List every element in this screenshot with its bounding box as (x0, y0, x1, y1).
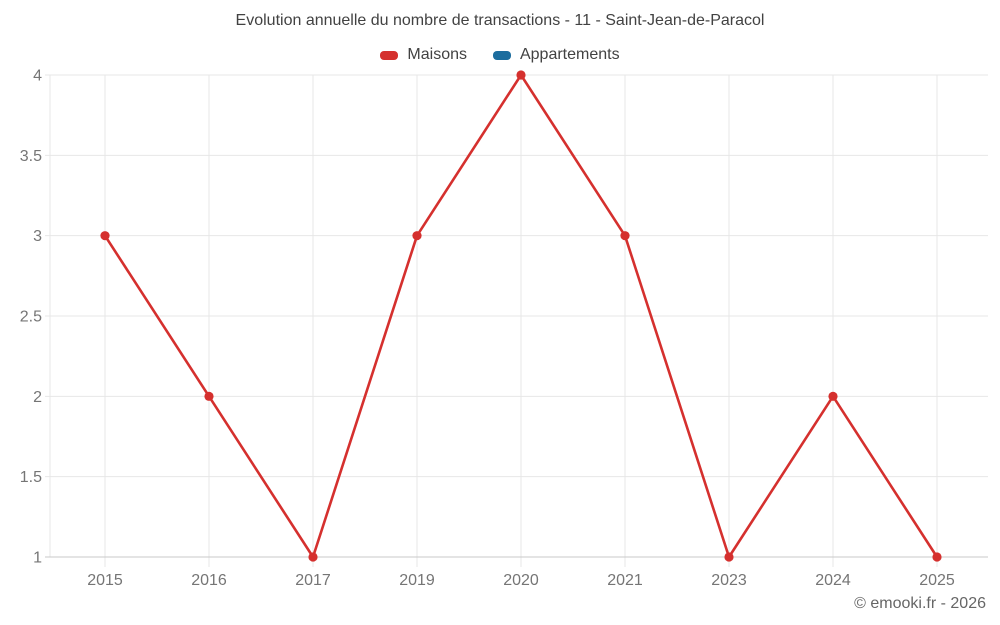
legend-swatch-maisons (380, 50, 399, 60)
x-tick-label-2021: 2021 (607, 572, 643, 589)
x-tick-label-2019: 2019 (399, 572, 435, 589)
data-point-maisons-2019[interactable] (412, 231, 422, 241)
copyright: © emooki.fr - 2026 (854, 595, 986, 612)
x-tick-label-2024: 2024 (815, 572, 851, 589)
x-tick-label-2025: 2025 (919, 572, 955, 589)
y-tick-label-3: 3 (33, 228, 42, 245)
legend: Maisons Appartements (0, 46, 1000, 64)
data-point-maisons-2016[interactable] (204, 391, 214, 401)
data-point-maisons-2020[interactable] (516, 70, 526, 80)
data-point-maisons-2024[interactable] (828, 391, 838, 401)
data-point-maisons-2021[interactable] (620, 231, 630, 241)
legend-swatch-appartements (492, 50, 511, 60)
y-tick-label-2.5: 2.5 (20, 309, 42, 326)
data-point-maisons-2017[interactable] (308, 552, 318, 562)
y-tick-label-3.5: 3.5 (20, 148, 42, 165)
x-tick-label-2020: 2020 (503, 572, 539, 589)
data-point-maisons-2015[interactable] (100, 231, 110, 241)
legend-label-appartements: Appartements (519, 46, 620, 63)
x-tick-label-2015: 2015 (87, 572, 123, 589)
legend-item-maisons[interactable]: Maisons (380, 46, 467, 64)
y-tick-label-2: 2 (33, 389, 42, 406)
x-tick-label-2016: 2016 (191, 572, 227, 589)
y-tick-label-1.5: 1.5 (20, 469, 42, 486)
x-tick-label-2017: 2017 (295, 572, 331, 589)
y-tick-label-1: 1 (33, 550, 42, 567)
data-point-maisons-2023[interactable] (724, 552, 734, 562)
legend-item-appartements[interactable]: Appartements (492, 46, 620, 64)
y-tick-label-4: 4 (33, 68, 42, 85)
x-tick-label-2023: 2023 (711, 572, 747, 589)
legend-label-maisons: Maisons (407, 46, 467, 63)
data-point-maisons-2025[interactable] (932, 552, 942, 562)
chart-title: Evolution annuelle du nombre de transact… (235, 12, 765, 29)
